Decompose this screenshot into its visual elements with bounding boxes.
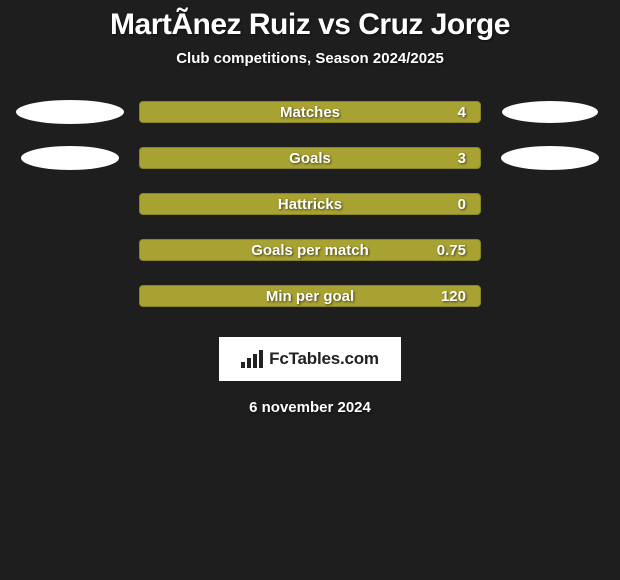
date-text: 6 november 2024 <box>0 399 620 416</box>
stat-row: Hattricks 0 <box>0 181 620 227</box>
stat-bar: Goals per match 0.75 <box>139 239 481 261</box>
page-title: MartÃ­nez Ruiz vs Cruz Jorge <box>0 8 620 42</box>
stat-row: Goals per match 0.75 <box>0 227 620 273</box>
player1-ellipse <box>21 146 119 170</box>
stat-row: Min per goal 120 <box>0 273 620 319</box>
right-ellipse-slot <box>481 101 601 123</box>
player2-ellipse <box>502 101 598 123</box>
player2-ellipse <box>501 146 599 170</box>
stat-label: Matches <box>280 104 340 121</box>
right-ellipse-slot <box>481 146 601 170</box>
bars-icon <box>241 350 263 368</box>
stat-label: Goals <box>289 150 331 167</box>
stats-rows: Matches 4 Goals 3 Hattricks 0 Goals per match 0… <box>0 89 620 319</box>
subtitle: Club competitions, Season 2024/2025 <box>0 50 620 67</box>
stat-value: 0.75 <box>437 242 466 259</box>
stat-bar: Goals 3 <box>139 147 481 169</box>
stat-bar: Min per goal 120 <box>139 285 481 307</box>
brand-text: FcTables.com <box>269 349 379 369</box>
player1-ellipse <box>16 100 124 124</box>
stat-row: Goals 3 <box>0 135 620 181</box>
stat-label: Min per goal <box>266 288 354 305</box>
stat-value: 120 <box>441 288 466 305</box>
brand-badge: FcTables.com <box>219 337 401 381</box>
stat-bar: Hattricks 0 <box>139 193 481 215</box>
stat-value: 3 <box>458 150 466 167</box>
stat-value: 4 <box>458 104 466 121</box>
stat-bar: Matches 4 <box>139 101 481 123</box>
left-ellipse-slot <box>19 146 139 170</box>
comparison-widget: MartÃ­nez Ruiz vs Cruz Jorge Club compet… <box>0 0 620 416</box>
stat-value: 0 <box>458 196 466 213</box>
stat-label: Goals per match <box>251 242 369 259</box>
left-ellipse-slot <box>19 100 139 124</box>
stat-row: Matches 4 <box>0 89 620 135</box>
stat-label: Hattricks <box>278 196 342 213</box>
